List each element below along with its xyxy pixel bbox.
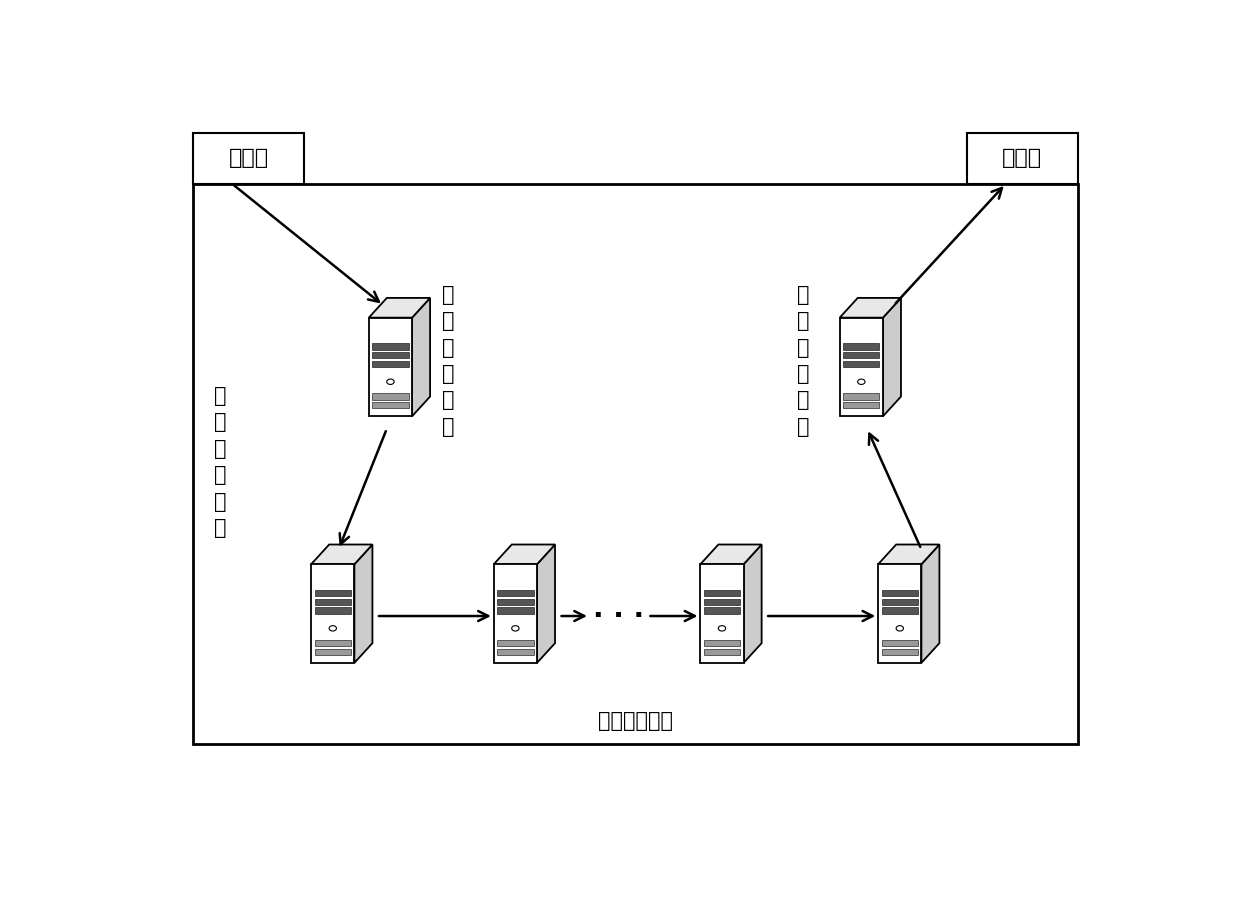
Polygon shape [744,544,761,662]
Polygon shape [372,402,409,408]
Polygon shape [372,361,409,367]
Polygon shape [355,544,372,662]
Polygon shape [372,343,409,350]
Polygon shape [315,649,351,655]
Polygon shape [315,640,351,646]
Circle shape [897,626,904,631]
Polygon shape [311,544,372,565]
Polygon shape [921,544,940,662]
Circle shape [329,626,336,631]
Polygon shape [882,590,918,597]
Polygon shape [843,393,879,400]
Circle shape [387,379,394,384]
Text: 接收端: 接收端 [1002,148,1043,168]
Polygon shape [882,640,918,646]
Polygon shape [497,608,533,614]
Polygon shape [368,318,412,416]
Polygon shape [497,640,533,646]
Polygon shape [494,544,556,565]
Polygon shape [843,343,879,350]
Text: 发送端: 发送端 [228,148,269,168]
Polygon shape [494,565,537,662]
Polygon shape [883,298,901,416]
Polygon shape [701,565,744,662]
Polygon shape [843,352,879,359]
Polygon shape [372,352,409,359]
Polygon shape [412,298,430,416]
Text: 应
用
加
速
网
络: 应 用 加 速 网 络 [215,386,227,538]
Text: 中间加速节点: 中间加速节点 [598,711,673,731]
Polygon shape [878,565,921,662]
Polygon shape [368,298,430,318]
FancyBboxPatch shape [967,133,1078,184]
Polygon shape [882,649,918,655]
Polygon shape [497,598,533,605]
Circle shape [858,379,866,384]
Polygon shape [882,598,918,605]
Polygon shape [843,402,879,408]
Polygon shape [315,590,351,597]
Polygon shape [878,544,940,565]
Polygon shape [537,544,556,662]
Polygon shape [839,318,883,416]
FancyBboxPatch shape [193,133,304,184]
Circle shape [512,626,520,631]
Text: 出
口
加
速
节
点: 出 口 加 速 节 点 [797,285,810,436]
Polygon shape [704,649,740,655]
Text: 入
口
加
速
节
点: 入 口 加 速 节 点 [441,285,454,436]
Polygon shape [497,649,533,655]
Polygon shape [311,565,355,662]
Polygon shape [704,590,740,597]
Polygon shape [839,298,901,318]
Polygon shape [704,640,740,646]
Polygon shape [497,590,533,597]
Polygon shape [704,608,740,614]
Circle shape [718,626,725,631]
FancyBboxPatch shape [193,184,1078,744]
Polygon shape [704,598,740,605]
Text: · · ·: · · · [593,602,645,630]
Polygon shape [843,361,879,367]
Polygon shape [372,393,409,400]
Polygon shape [315,598,351,605]
Polygon shape [315,608,351,614]
Polygon shape [701,544,761,565]
Polygon shape [882,608,918,614]
